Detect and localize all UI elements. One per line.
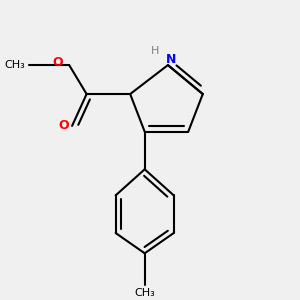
Text: H: H <box>151 46 159 56</box>
Text: O: O <box>58 119 69 132</box>
Text: CH₃: CH₃ <box>5 60 26 70</box>
Text: CH₃: CH₃ <box>134 288 155 298</box>
Text: N: N <box>166 53 176 66</box>
Text: O: O <box>53 56 63 69</box>
